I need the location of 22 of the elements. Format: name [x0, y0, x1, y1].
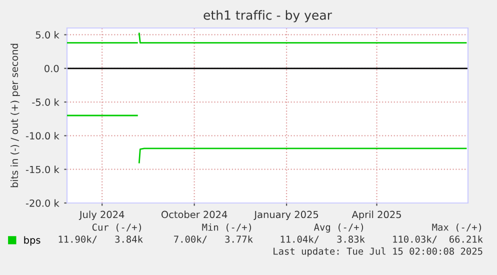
y-axis-title: bits in (-) / out (+) per second — [10, 44, 20, 188]
text: Min (-/+) — [202, 223, 252, 232]
y-tick-label: -10.0 k — [26, 132, 60, 140]
text: 110.03k/ 66.21k — [393, 235, 483, 244]
x-tick-label: January 2025 — [254, 210, 318, 220]
y-tick-label: -5.0 k — [32, 98, 60, 106]
y-tick-label: -15.0 k — [26, 166, 60, 174]
legend-label: bps — [24, 236, 40, 246]
x-tick-label: July 2024 — [78, 210, 124, 220]
y-tick-label: 5.0 k — [36, 31, 60, 39]
text: 11.90k/ 3.84k — [58, 235, 143, 244]
text: Cur (-/+) — [92, 223, 142, 232]
text: 11.04k/ 3.83k — [280, 235, 365, 244]
x-tick-label: April 2025 — [352, 210, 401, 220]
text: 7.00k/ 3.77k — [174, 235, 253, 244]
chart-title: eth1 traffic - by year — [204, 10, 332, 22]
text: Avg (-/+) — [314, 223, 364, 233]
x-tick-label: October 2024 — [161, 210, 228, 218]
text: Last update: Tue Jul 15 02:00:08 2025 — [274, 247, 482, 257]
y-tick-label: 0.0 — [44, 64, 59, 72]
y-tick-label: -20.0 k — [26, 199, 60, 207]
text: Max (-/+) — [432, 223, 482, 232]
